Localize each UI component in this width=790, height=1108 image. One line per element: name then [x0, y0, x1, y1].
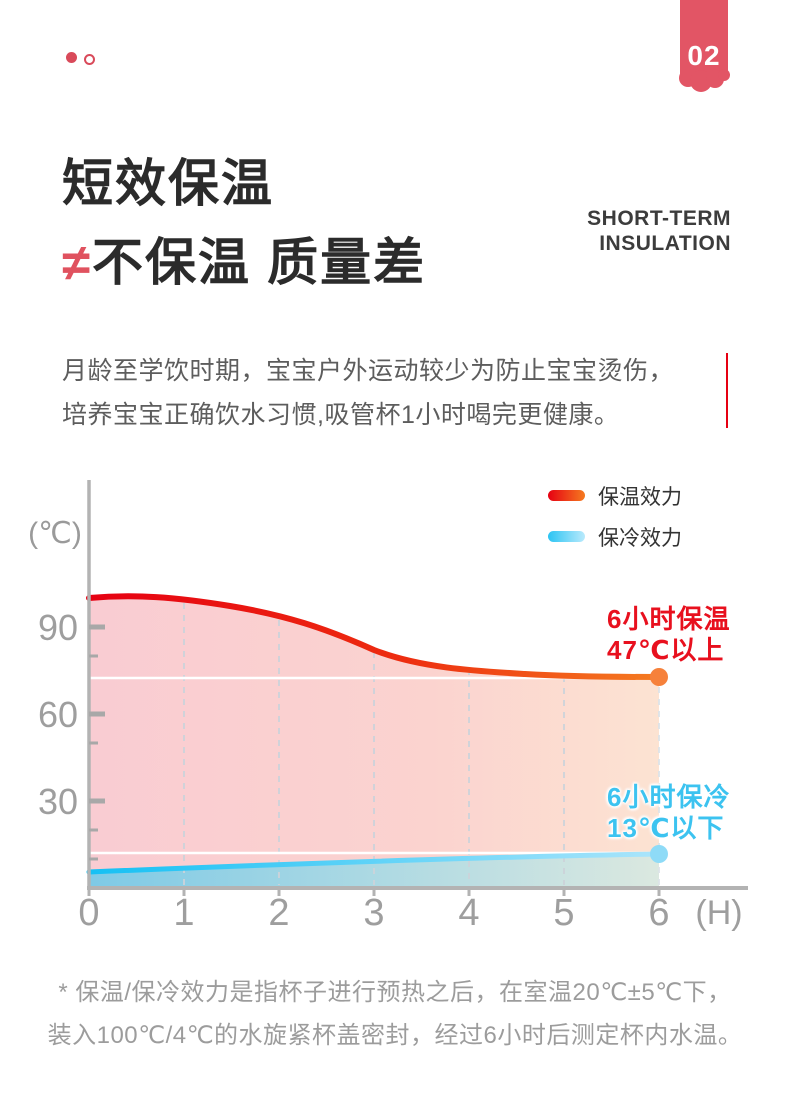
- cold-endpoint-dot: [650, 845, 668, 863]
- legend-item-hot: 保温效力: [548, 484, 682, 509]
- hot-line-swatch-icon: [548, 490, 585, 501]
- chart-legend: 保温效力 保冷效力: [548, 484, 682, 566]
- vertical-gridlines: [183, 603, 660, 885]
- y-tick-30: 30: [38, 781, 78, 822]
- subtitle-english: SHORT-TERM INSULATION: [587, 206, 731, 256]
- hot-annotation-line1: 6小时保温: [607, 604, 731, 634]
- title-line2-text: 不保温 质量差: [92, 234, 427, 291]
- y-tick-90: 90: [38, 607, 78, 648]
- x-tick-labels: 0 1 2 3 4 5 6: [78, 892, 669, 934]
- x-tick-6: 6: [648, 892, 669, 934]
- legend-label-cold: 保冷效力: [598, 526, 682, 550]
- hot-annotation-line2: 47℃以上: [607, 635, 725, 665]
- hot-annotation: 6小时保温 47℃以上: [607, 604, 730, 666]
- page-title: 短效保温 ≠不保温 质量差: [62, 144, 426, 302]
- cold-series-line: [86, 851, 662, 875]
- intro-line1: 月龄至学饮时期，宝宝户外运动较少为防止宝宝烫伤，: [62, 357, 675, 385]
- footnote-line2: 装入100℃/4℃的水旋紧杯盖密封，经过6小时后测定杯内水温。: [47, 1022, 743, 1049]
- subtitle-line1: SHORT-TERM: [587, 207, 731, 230]
- x-tick-3: 3: [363, 892, 384, 934]
- legend-label-hot: 保温效力: [598, 485, 682, 509]
- footnote: * 保温/保冷效力是指杯子进行预热之后，在室温20℃±5℃下， 装入100℃/4…: [0, 971, 790, 1057]
- intro-line2: 培养宝宝正确饮水习惯,吸管杯1小时喝完更健康。: [62, 401, 620, 429]
- y-axis-unit-label: (℃): [28, 517, 82, 550]
- x-tick-4: 4: [458, 892, 479, 934]
- hot-series-line: [86, 593, 662, 680]
- footnote-line1: * 保温/保冷效力是指杯子进行预热之后，在室温20℃±5℃下，: [58, 979, 732, 1006]
- hot-endpoint-dot: [650, 668, 668, 686]
- x-axis-ticks: [87, 888, 661, 896]
- section-number: 02: [687, 40, 721, 71]
- y-tick-60: 60: [38, 694, 78, 735]
- subtitle-line2: INSULATION: [599, 232, 731, 255]
- cold-line-swatch-icon: [548, 531, 585, 542]
- temperature-chart: (℃) 90 60 30 0 1 2 3 4 5 6 (H): [28, 480, 748, 934]
- decor-dot-outline-icon: [84, 54, 95, 65]
- x-tick-5: 5: [553, 892, 574, 934]
- x-tick-0: 0: [78, 892, 99, 934]
- y-tick-labels: 90 60 30: [38, 607, 78, 822]
- cold-annotation-line1: 6小时保冷: [607, 782, 731, 812]
- y-axis-ticks: [89, 624, 105, 861]
- cold-annotation: 6小时保冷 13℃以下: [607, 782, 730, 844]
- decor-dot-filled-icon: [66, 52, 77, 63]
- legend-item-cold: 保冷效力: [548, 525, 682, 550]
- not-equal-symbol: ≠: [62, 234, 92, 291]
- x-axis-unit-label: (H): [695, 894, 742, 932]
- intro-paragraph: 月龄至学饮时期，宝宝户外运动较少为防止宝宝烫伤， 培养宝宝正确饮水习惯,吸管杯1…: [62, 349, 722, 437]
- decor-red-rule: [726, 353, 728, 428]
- x-tick-1: 1: [173, 892, 194, 934]
- cold-annotation-line2: 13℃以下: [607, 813, 725, 843]
- section-badge: [679, 0, 730, 92]
- x-tick-2: 2: [268, 892, 289, 934]
- title-line2: ≠不保温 质量差: [62, 223, 426, 302]
- title-line1: 短效保温: [62, 155, 275, 212]
